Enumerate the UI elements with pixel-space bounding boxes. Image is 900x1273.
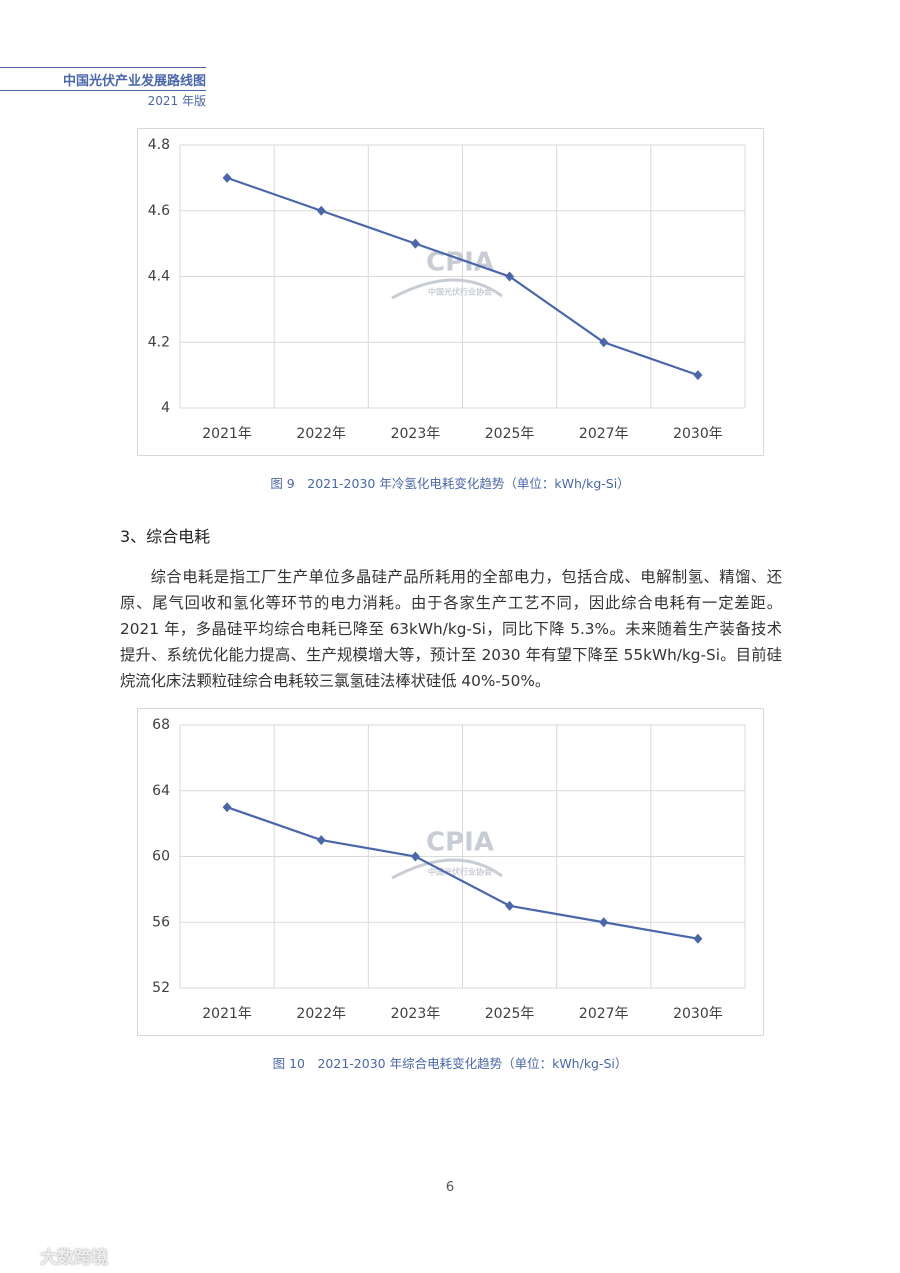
marker (410, 238, 420, 249)
y-tick-label: 60 (152, 849, 170, 865)
paragraph: 综合电耗是指工厂生产单位多晶硅产品所耗用的全部电力，包括合成、电解制氢、精馏、还… (120, 568, 782, 690)
x-tick-label: 2030年 (673, 426, 723, 442)
marker (693, 370, 703, 381)
x-tick-label: 2030年 (673, 1006, 723, 1022)
x-tick-label: 2021年 (202, 1006, 252, 1022)
y-tick-label: 56 (152, 914, 170, 930)
marker (693, 933, 703, 944)
y-tick-label: 4.6 (148, 203, 170, 219)
x-tick-label: 2023年 (391, 426, 441, 442)
header-rule (0, 90, 206, 91)
marker (599, 337, 609, 348)
y-tick-label: 4 (161, 400, 170, 416)
chart-frame (137, 708, 764, 1036)
marker (599, 917, 609, 928)
marker (410, 851, 420, 862)
y-tick-label: 52 (152, 980, 170, 996)
x-tick-label: 2027年 (579, 426, 629, 442)
watermark-logo: CPIA (426, 248, 494, 278)
y-tick-label: 64 (152, 783, 170, 799)
marker (505, 900, 515, 911)
x-tick-label: 2021年 (202, 426, 252, 442)
x-tick-label: 2027年 (579, 1006, 629, 1022)
marker (222, 802, 232, 813)
x-tick-label: 2025年 (485, 1006, 535, 1022)
x-tick-label: 2022年 (296, 426, 346, 442)
watermark-org: 中国光伏行业协会 (428, 287, 492, 297)
line (226, 176, 699, 377)
line (226, 806, 699, 940)
watermark-arc (391, 278, 503, 300)
header-rule (0, 67, 206, 68)
marker (316, 205, 326, 216)
y-tick-label: 68 (152, 717, 170, 733)
y-tick-label: 4.8 (148, 137, 170, 153)
watermark-logo: CPIA (426, 828, 494, 858)
watermark-org: 中国光伏行业协会 (428, 867, 492, 877)
section-heading: 3、综合电耗 (120, 527, 211, 546)
watermark-arc (391, 858, 503, 880)
marker (505, 271, 515, 282)
x-tick-label: 2022年 (296, 1006, 346, 1022)
header-edition: 2021 年版 (147, 94, 206, 108)
x-tick-label: 2023年 (391, 1006, 441, 1022)
header-title: 中国光伏产业发展路线图 (62, 74, 206, 89)
marker (222, 172, 232, 183)
marker (316, 835, 326, 846)
chart: 52 56 60 64 68 CPIA 中国光伏行业协会 2021年 2022年 2023年 202… (137, 708, 764, 1036)
page-number: 6 (445, 1180, 455, 1195)
caption: 图 9 2021-2030 年冷氢化电耗变化趋势（单位：kWh/kg-Si） (270, 476, 630, 491)
x-tick-label: 2025年 (485, 426, 535, 442)
chart: 4 4.2 4.4 4.6 4.8 CPIA 中国光伏行业协会 2021年 2022年 2023年… (137, 128, 764, 456)
corner-watermark: 大数跨境 (40, 1248, 108, 1268)
y-tick-label: 4.4 (148, 269, 170, 285)
caption: 图 10 2021-2030 年综合电耗变化趋势（单位：kWh/kg-Si） (272, 1056, 628, 1071)
y-tick-label: 4.2 (148, 334, 170, 350)
